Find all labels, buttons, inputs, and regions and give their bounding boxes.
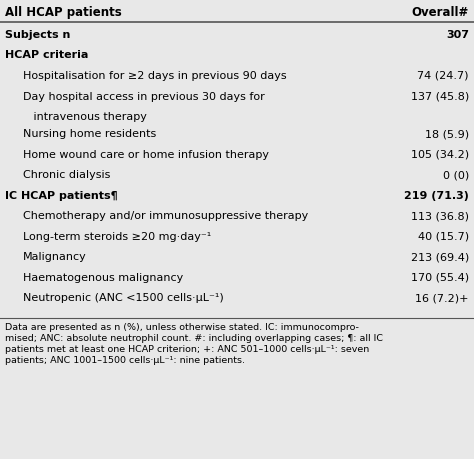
Text: 105 (34.2): 105 (34.2) [411, 150, 469, 160]
Text: 0 (0): 0 (0) [443, 170, 469, 180]
Text: Hospitalisation for ≥2 days in previous 90 days: Hospitalisation for ≥2 days in previous … [23, 71, 287, 81]
Text: Chemotherapy and/or immunosuppressive therapy: Chemotherapy and/or immunosuppressive th… [23, 212, 308, 221]
Text: 113 (36.8): 113 (36.8) [411, 212, 469, 221]
Text: 16 (7.2)+: 16 (7.2)+ [416, 293, 469, 303]
Text: patients; ANC 1001–1500 cells·μL⁻¹: nine patients.: patients; ANC 1001–1500 cells·μL⁻¹: nine… [5, 356, 245, 365]
Text: intravenous therapy: intravenous therapy [23, 112, 147, 122]
Text: 213 (69.4): 213 (69.4) [411, 252, 469, 263]
Text: 40 (15.7): 40 (15.7) [418, 232, 469, 242]
Text: Malignancy: Malignancy [23, 252, 87, 263]
Text: 307: 307 [446, 30, 469, 40]
Text: Data are presented as n (%), unless otherwise stated. IC: immunocompro-: Data are presented as n (%), unless othe… [5, 323, 359, 332]
Text: patients met at least one HCAP criterion; +: ANC 501–1000 cells·μL⁻¹: seven: patients met at least one HCAP criterion… [5, 345, 369, 354]
Text: Overall#: Overall# [412, 6, 469, 19]
Text: Neutropenic (ANC <1500 cells·μL⁻¹): Neutropenic (ANC <1500 cells·μL⁻¹) [23, 293, 224, 303]
Text: 219 (71.3): 219 (71.3) [404, 191, 469, 201]
Text: Haematogenous malignancy: Haematogenous malignancy [23, 273, 183, 283]
Text: 74 (24.7): 74 (24.7) [418, 71, 469, 81]
Text: IC HCAP patients¶: IC HCAP patients¶ [5, 191, 118, 201]
Text: 137 (45.8): 137 (45.8) [411, 91, 469, 101]
Text: 170 (55.4): 170 (55.4) [411, 273, 469, 283]
Text: 18 (5.9): 18 (5.9) [425, 129, 469, 140]
Text: Day hospital access in previous 30 days for: Day hospital access in previous 30 days … [23, 91, 265, 101]
Text: Long-term steroids ≥20 mg·day⁻¹: Long-term steroids ≥20 mg·day⁻¹ [23, 232, 211, 242]
Text: Nursing home residents: Nursing home residents [23, 129, 156, 140]
Text: mised; ANC: absolute neutrophil count. #: including overlapping cases; ¶: all IC: mised; ANC: absolute neutrophil count. #… [5, 334, 383, 343]
Text: Subjects n: Subjects n [5, 30, 70, 40]
Text: Chronic dialysis: Chronic dialysis [23, 170, 110, 180]
Text: HCAP criteria: HCAP criteria [5, 50, 88, 61]
Text: All HCAP patients: All HCAP patients [5, 6, 122, 19]
Text: Home wound care or home infusion therapy: Home wound care or home infusion therapy [23, 150, 269, 160]
